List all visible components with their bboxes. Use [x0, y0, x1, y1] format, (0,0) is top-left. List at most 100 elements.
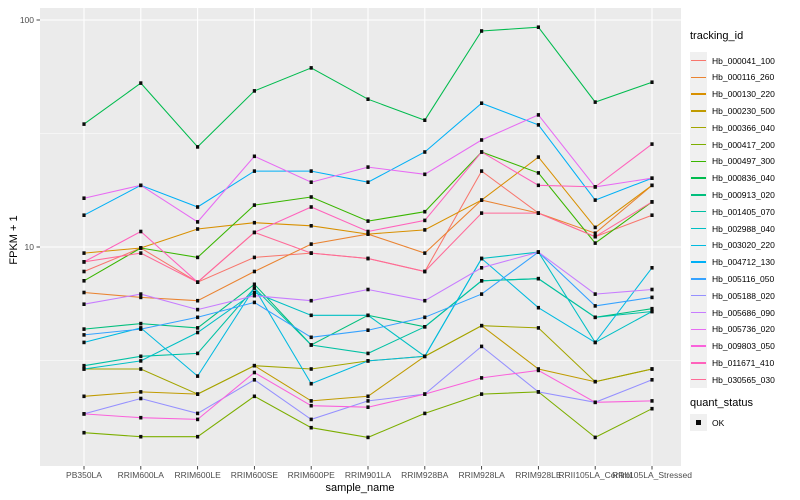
data-point-Hb_005736_020: [196, 220, 200, 224]
data-point-Hb_003020_220: [82, 340, 86, 345]
legend-color-line-icon: [691, 362, 706, 364]
data-point-Hb_003020_220: [309, 381, 313, 386]
x-tick-label-RRIM600LE: RRIM600LE: [174, 470, 221, 480]
data-point-Hb_000130_220: [252, 220, 256, 225]
data-point-Hb_009803_050: [423, 392, 427, 396]
data-point-Hb_005188_020: [650, 378, 654, 382]
data-point-Hb_000417_200: [196, 434, 200, 439]
data-point-Hb_003020_220: [650, 266, 654, 270]
legend-item-label: Hb_003020_220: [712, 240, 775, 251]
data-point-Hb_000497_300: [536, 171, 540, 175]
legend-item-Hb_005116_050: Hb_005116_050: [690, 270, 774, 288]
legend-color-line-icon: [691, 210, 706, 213]
legend-color-line-icon: [691, 76, 706, 78]
data-point-Hb_000116_260: [82, 290, 86, 295]
data-point-Hb_030565_030: [536, 211, 540, 215]
data-point-Hb_005188_020: [196, 411, 200, 416]
legend-item-label: Hb_000116_260: [712, 72, 775, 83]
quant-ok-key: [690, 414, 707, 431]
data-point-Hb_004712_130: [423, 150, 427, 154]
legend-item-Hb_000041_100: Hb_000041_100: [690, 52, 775, 69]
legend-item-Hb_005188_020: Hb_005188_020: [690, 287, 775, 305]
data-point-Hb_004712_130: [536, 123, 540, 127]
data-point-Hb_011671_410: [366, 229, 370, 234]
data-point-Hb_000366_040: [480, 323, 484, 328]
legend-item-label: Hb_009803_050: [712, 341, 775, 352]
data-point-Hb_000417_200: [252, 394, 256, 399]
data-point-Hb_005736_020: [536, 113, 540, 117]
data-point-Hb_005116_050: [423, 315, 427, 320]
legend-item-Hb_003020_220: Hb_003020_220: [690, 236, 775, 254]
data-point-Hb_002988_040: [366, 313, 370, 318]
data-point-Hb_000230_500: [366, 394, 370, 399]
data-point-Hb_005686_090: [536, 250, 540, 254]
legend-item-Hb_000417_200: Hb_000417_200: [690, 136, 775, 153]
legend-color-line-icon: [691, 59, 706, 62]
data-point-Hb_001405_070: [196, 351, 200, 356]
legend-key-swatch: [690, 337, 707, 355]
data-point-Hb_000836_040: [82, 122, 86, 126]
data-point-Hb_000497_300: [593, 241, 597, 245]
data-point-Hb_030565_030: [82, 260, 86, 264]
data-point-Hb_030565_030: [423, 269, 427, 274]
legend-key-swatch: [690, 287, 707, 305]
data-point-Hb_000230_500: [309, 399, 313, 403]
data-point-Hb_001405_070: [593, 315, 597, 320]
legend-color-line-icon: [691, 294, 706, 297]
legend-item-label: Hb_000041_100: [712, 55, 775, 66]
data-point-Hb_005736_020: [366, 165, 370, 169]
x-tick-label-RRII105LA_Control: RRII105LA_Control: [558, 470, 633, 480]
data-point-Hb_000130_220: [593, 225, 597, 230]
data-point-Hb_009803_050: [593, 400, 597, 405]
data-point-Hb_005188_020: [139, 396, 143, 401]
legend-key-swatch: [690, 68, 707, 86]
data-point-Hb_004712_130: [196, 205, 200, 209]
legend-item-label: Hb_005736_020: [712, 324, 775, 335]
data-point-Hb_009803_050: [82, 412, 86, 416]
data-point-Hb_005686_090: [82, 302, 86, 306]
data-point-Hb_011671_410: [593, 185, 597, 189]
data-point-Hb_005188_020: [480, 344, 484, 349]
data-point-Hb_000836_040: [366, 97, 370, 101]
legend-item-Hb_000230_500: Hb_000230_500: [690, 102, 775, 120]
legend-color-line-icon: [691, 244, 706, 246]
legend-item-label: Hb_000913_020: [712, 189, 775, 200]
legend-key-swatch: [690, 186, 707, 204]
data-point-Hb_005116_050: [309, 335, 313, 340]
data-point-Hb_000497_300: [139, 246, 143, 250]
data-point-Hb_000836_040: [480, 29, 484, 33]
legend-key-swatch: [690, 102, 707, 120]
data-point-Hb_000913_020: [650, 306, 654, 311]
data-point-Hb_005116_050: [252, 300, 256, 305]
legend-color-line-icon: [691, 126, 706, 129]
data-point-Hb_005686_090: [480, 266, 484, 270]
data-point-Hb_005686_090: [366, 287, 370, 292]
data-point-Hb_002988_040: [139, 359, 143, 363]
legend-color-line-icon: [691, 227, 706, 230]
data-point-Hb_000116_260: [196, 298, 200, 303]
data-point-Hb_000417_200: [82, 430, 86, 435]
legend-key-swatch: [690, 354, 707, 372]
legend-item-label: Hb_000417_200: [712, 139, 775, 150]
data-point-Hb_005188_020: [536, 390, 540, 394]
legend-key-swatch: [690, 169, 707, 187]
data-point-Hb_000836_040: [423, 118, 427, 122]
legend-item-label: Hb_005188_020: [712, 290, 775, 301]
data-point-Hb_005686_090: [309, 298, 313, 303]
data-point-Hb_000497_300: [366, 219, 370, 223]
data-point-Hb_000230_500: [139, 390, 143, 394]
x-tick-label-RRII105LA_Stressed: RRII105LA_Stressed: [612, 470, 692, 480]
data-point-Hb_000497_300: [309, 195, 313, 199]
data-point-Hb_000116_260: [423, 251, 427, 255]
data-point-Hb_005736_020: [82, 196, 86, 200]
data-point-Hb_004712_130: [82, 213, 86, 217]
data-point-Hb_000836_040: [196, 145, 200, 149]
data-point-Hb_001405_070: [536, 276, 540, 281]
data-point-Hb_000130_220: [366, 232, 370, 236]
data-point-Hb_009803_050: [650, 399, 654, 403]
legend-key-swatch: [690, 236, 707, 254]
data-point-Hb_000836_040: [536, 25, 540, 29]
legend-item-label: Hb_000130_220: [712, 89, 775, 100]
x-tick-label-RRIM928LE: RRIM928LE: [515, 470, 562, 480]
legend-item-label: Hb_000497_300: [712, 156, 775, 167]
